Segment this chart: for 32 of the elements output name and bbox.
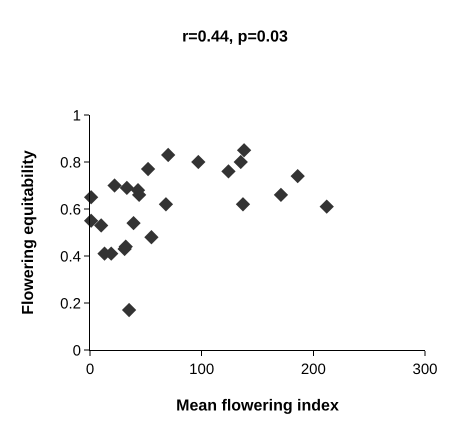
point [126, 216, 141, 230]
point [107, 178, 122, 193]
point [191, 154, 206, 170]
y-tick-label: 1 [72, 107, 81, 124]
point [161, 148, 176, 162]
point [84, 214, 98, 228]
x-tick-label: 100 [189, 361, 214, 378]
x-tick-label: 200 [300, 361, 326, 378]
point [94, 218, 108, 233]
y-tick-label: 0.4 [60, 248, 81, 266]
point [144, 230, 159, 244]
y-tick-label: 0 [72, 342, 81, 360]
point [221, 164, 236, 179]
point [274, 188, 288, 202]
point [158, 197, 174, 212]
point [234, 154, 248, 170]
y-tick-label: 0.8 [60, 154, 81, 172]
point [140, 162, 156, 176]
y-axis-title: Flowering equitability [20, 150, 38, 315]
point [236, 197, 250, 212]
x-axis-title: Mean flowering index [176, 398, 339, 415]
point [120, 180, 134, 195]
x-tick-label: 0 [86, 361, 94, 378]
y-tick-label: 0.2 [60, 295, 81, 312]
point [122, 302, 136, 318]
point [236, 143, 252, 158]
point [320, 200, 334, 214]
chart-title: r=0.44, p=0.03 [182, 28, 288, 46]
x-tick-label: 300 [412, 361, 438, 378]
y-tick-label: 0.6 [60, 201, 81, 218]
point [84, 190, 98, 204]
point [290, 168, 305, 184]
